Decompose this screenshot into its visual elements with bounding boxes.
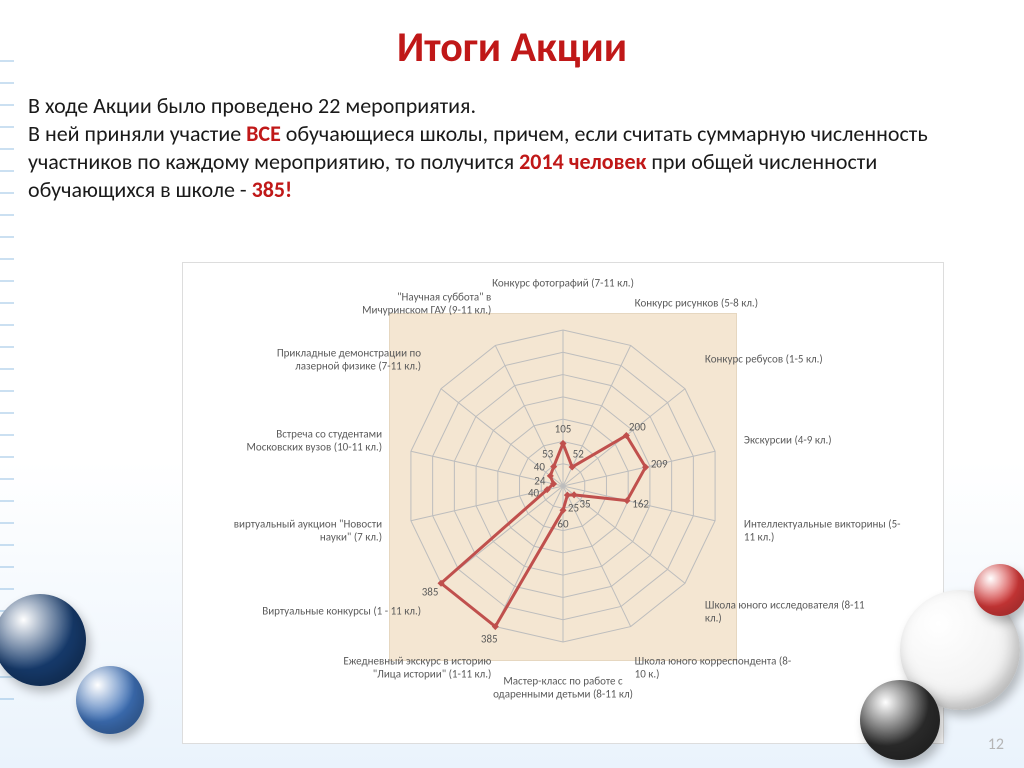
page-number: 12 xyxy=(988,735,1004,754)
molecule-sphere xyxy=(76,666,144,734)
p-count: 2014 человек xyxy=(519,148,646,175)
value-label: 24 xyxy=(534,474,545,487)
value-label: 35 xyxy=(579,497,590,510)
value-label: 52 xyxy=(573,448,584,461)
axis-label: Школа юного корреспондента (8-10 к.) xyxy=(635,655,795,680)
molecule-sphere xyxy=(974,564,1024,616)
value-label: 60 xyxy=(557,518,568,531)
axis-label: "Научная суббота" в Мичуринском ГАУ (9-1… xyxy=(331,291,491,316)
page-title: Итоги Акции xyxy=(0,22,1024,73)
slide: Итоги Акции В ходе Акции было проведено … xyxy=(0,0,1024,768)
axis-label: Встреча со студентами Московских вузов (… xyxy=(222,428,382,453)
value-label: 162 xyxy=(632,497,649,510)
axis-label: Конкурс фотографий (7-11 кл.) xyxy=(483,278,643,291)
summary-paragraph: В ходе Акции было проведено 22 мероприят… xyxy=(28,92,988,205)
p-line1: В ходе Акции было проведено 22 мероприят… xyxy=(28,92,476,119)
value-label: 40 xyxy=(528,486,539,499)
value-label: 53 xyxy=(542,448,553,461)
value-label: 200 xyxy=(629,420,646,433)
axis-label: Ежедневный экскурс в историю "Лица истор… xyxy=(331,655,491,680)
molecule-sphere xyxy=(860,680,940,760)
radar-chart: Конкурс фотографий (7-11 кл.) 105 Конкурс … xyxy=(182,262,944,744)
p-all: ВСЕ xyxy=(246,120,281,147)
axis-label: Интеллектуальные викторины (5-11 кл.) xyxy=(744,518,904,543)
value-label: 105 xyxy=(555,423,572,436)
molecule-sphere xyxy=(0,594,86,686)
value-label: 385 xyxy=(481,633,498,646)
axis-label: Виртуальные конкурсы (1 - 11 кл.) xyxy=(261,606,421,619)
value-label: 25 xyxy=(568,501,579,514)
axis-label: Мастер-класс по работе с одаренными деть… xyxy=(483,675,643,700)
p-total: 385 xyxy=(252,176,285,203)
value-label: 209 xyxy=(651,458,668,471)
axis-label: Экскурсии (4-9 кл.) xyxy=(744,435,904,448)
value-label: 40 xyxy=(534,461,545,474)
axis-label: виртуальный аукцион "Новости науки" (7 к… xyxy=(222,518,382,543)
radar-svg xyxy=(183,263,943,743)
p-line2a: В ней приняли участие xyxy=(28,120,246,147)
value-label: 385 xyxy=(422,585,439,598)
axis-label: Школа юного исследователя (8-11 кл.) xyxy=(705,599,865,624)
p-bang: ! xyxy=(285,176,292,203)
axis-label: Конкурс ребусов (1-5 кл.) xyxy=(705,354,865,367)
axis-label: Конкурс рисунков (5-8 кл.) xyxy=(635,298,795,311)
axis-label: Прикладные демонстрации по лазерной физи… xyxy=(261,347,421,372)
